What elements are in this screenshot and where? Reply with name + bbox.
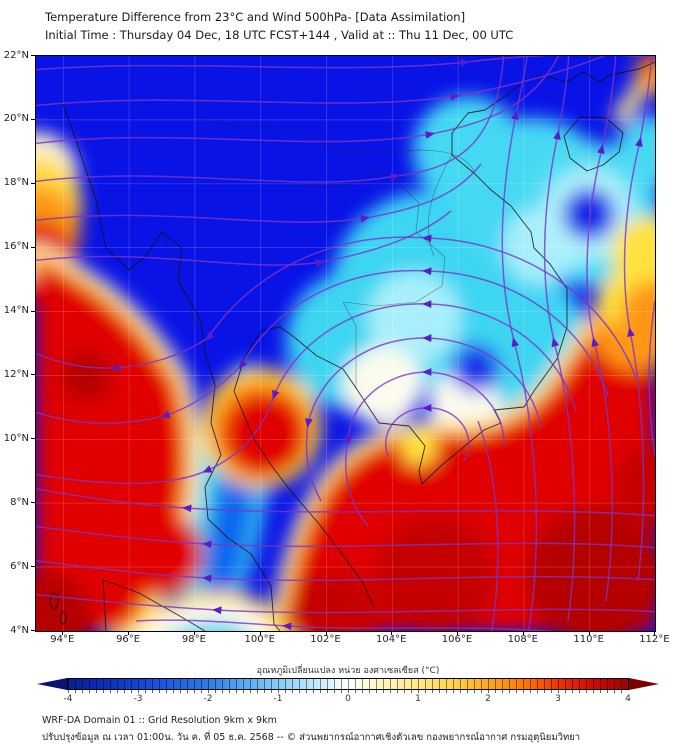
y-tick-label: 6°N [10, 560, 29, 572]
x-tick-label: 106°E [441, 634, 473, 645]
chart-title: Temperature Difference from 23°C and Win… [45, 10, 466, 24]
y-tick-label: 16°N [3, 241, 29, 253]
y-tick-mark [31, 502, 35, 504]
colorbar-tick-label: 3 [555, 694, 561, 704]
colorbar-tick-label: -3 [133, 694, 143, 704]
x-tick-label: 98°E [181, 634, 206, 645]
y-tick-mark [31, 310, 35, 312]
x-tick-label: 102°E [310, 634, 341, 645]
colorbar [67, 678, 629, 690]
x-tick-mark [522, 631, 524, 635]
colorbar-tick-label: -4 [63, 694, 73, 704]
x-tick-label: 108°E [507, 634, 538, 645]
y-tick-mark [31, 374, 35, 376]
footer-domain-info: WRF-DA Domain 01 :: Grid Resolution 9km … [42, 715, 277, 726]
y-tick-label: 12°N [3, 368, 29, 380]
colorbar-minor-ticks [68, 690, 628, 693]
temperature-wind-map [36, 56, 655, 631]
footer-update-info: ปรับปรุงข้อมูล ณ เวลา 01:00น. วัน ค. ที่… [42, 732, 581, 743]
x-tick-label: 94°E [50, 634, 75, 645]
y-tick-label: 22°N [3, 49, 29, 61]
x-tick-label: 104°E [375, 634, 407, 645]
y-tick-label: 4°N [10, 624, 29, 636]
x-tick-label: 110°E [573, 634, 604, 645]
map-plot-area [35, 55, 656, 632]
y-tick-mark [31, 182, 35, 184]
x-tick-mark [193, 631, 195, 635]
x-tick-mark [588, 631, 590, 635]
y-tick-mark [31, 630, 35, 631]
x-tick-mark [457, 631, 458, 635]
x-tick-label: 112°E [639, 634, 670, 645]
y-tick-label: 8°N [10, 496, 29, 508]
x-tick-label: 96°E [116, 634, 141, 645]
colorbar-right-arrow [629, 678, 659, 690]
y-tick-label: 18°N [3, 177, 29, 189]
y-tick-mark [31, 246, 35, 248]
chart-subtitle: Initial Time : Thursday 04 Dec, 18 UTC F… [45, 28, 514, 42]
x-tick-mark [62, 631, 64, 635]
colorbar-tick-label: -1 [273, 694, 283, 704]
y-tick-mark [31, 566, 35, 568]
colorbar-tick-label: -2 [203, 694, 213, 704]
colorbar-title: อุณหภูมิเปลี่ยนแปลง หน่วย องศาเซลเซียส (… [256, 666, 440, 676]
y-tick-label: 20°N [3, 113, 29, 125]
x-tick-mark [259, 631, 261, 635]
y-tick-mark [31, 55, 35, 56]
x-tick-mark [325, 631, 327, 635]
x-tick-mark [654, 631, 656, 635]
colorbar-left-arrow [37, 678, 67, 690]
y-tick-mark [31, 118, 35, 120]
colorbar-tick-label: 2 [485, 694, 491, 704]
colorbar-tick-label: 4 [625, 694, 631, 704]
colorbar-segments [68, 679, 628, 689]
colorbar-tick-label: 0 [345, 694, 351, 704]
x-tick-mark [391, 631, 393, 635]
y-tick-label: 14°N [3, 305, 29, 317]
y-tick-label: 10°N [3, 432, 29, 444]
y-tick-mark [31, 438, 35, 440]
x-tick-mark [128, 631, 130, 635]
wind-streamline-layer [36, 56, 655, 631]
colorbar-tick-label: 1 [415, 694, 421, 704]
x-tick-label: 100°E [244, 634, 275, 645]
